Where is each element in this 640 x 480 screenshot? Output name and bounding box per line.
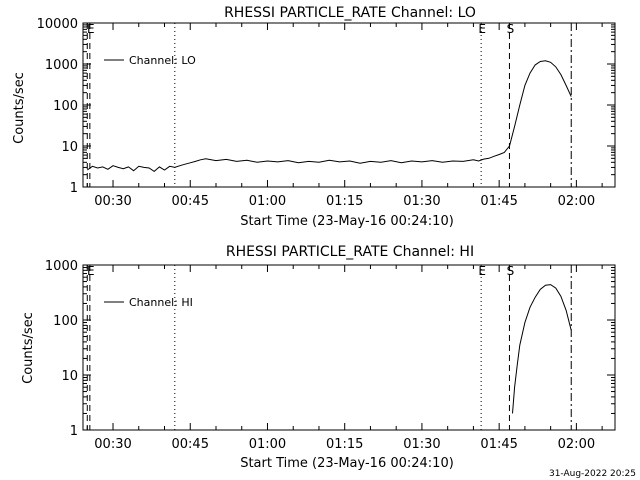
event-marker-label: E: [478, 264, 486, 278]
x-axis-label-hi: Start Time (23-May-16 00:24:10): [240, 456, 454, 471]
x-tick-label: 01:45: [480, 194, 517, 209]
event-marker-label: S: [507, 264, 515, 278]
plot-frame: [82, 22, 616, 188]
chart-title-hi: RHESSI PARTICLE_RATE Channel: HI: [226, 244, 474, 260]
panel-hi: RHESSI PARTICLE_RATE Channel: HI Counts/…: [21, 244, 616, 471]
x-tick-label: 02:00: [558, 194, 595, 209]
x-tick-label: 01:15: [326, 437, 363, 452]
panel-lo: RHESSI PARTICLE_RATE Channel: LO Counts/…: [12, 5, 616, 229]
legend-label: Channel: LO: [129, 54, 196, 67]
x-tick-label: 01:45: [480, 437, 517, 452]
chart-title-lo: RHESSI PARTICLE_RATE Channel: LO: [224, 5, 476, 21]
legend-label: Channel: HI: [129, 296, 193, 309]
x-tick-label: 00:30: [94, 194, 131, 209]
y-tick-label: 10: [61, 140, 78, 155]
x-axis-label-lo: Start Time (23-May-16 00:24:10): [240, 214, 454, 229]
x-tick-label: 00:45: [172, 194, 209, 209]
y-axis-label-hi: Counts/sec: [21, 312, 36, 384]
y-tick-label: 100: [53, 99, 78, 114]
series-line: [512, 284, 572, 414]
series-line: [87, 60, 572, 173]
x-tick-label: 00:30: [94, 437, 131, 452]
y-tick-label: 100: [53, 314, 78, 329]
x-tick-label: 01:00: [249, 194, 286, 209]
y-tick-label: 1: [70, 181, 78, 196]
y-axis-label-lo: Counts/sec: [12, 72, 27, 144]
plot-frame: [82, 264, 616, 431]
x-tick-label: 01:30: [403, 194, 440, 209]
x-tick-label: 02:00: [558, 437, 595, 452]
x-tick-label: 00:45: [172, 437, 209, 452]
y-tick-label: 1000: [45, 58, 78, 73]
x-tick-label: 01:30: [403, 437, 440, 452]
event-marker-label: E: [87, 22, 95, 36]
y-tick-label: 1: [70, 424, 78, 439]
y-tick-label: 10: [61, 369, 78, 384]
event-marker-label: S: [507, 22, 515, 36]
y-tick-label: 1000: [45, 259, 78, 274]
event-marker-label: E: [478, 22, 486, 36]
generation-timestamp: 31-Aug-2022 20:25: [549, 469, 636, 479]
x-tick-label: 01:00: [249, 437, 286, 452]
y-tick-label: 10000: [37, 17, 78, 32]
event-marker-label: E: [87, 264, 95, 278]
x-tick-label: 01:15: [326, 194, 363, 209]
